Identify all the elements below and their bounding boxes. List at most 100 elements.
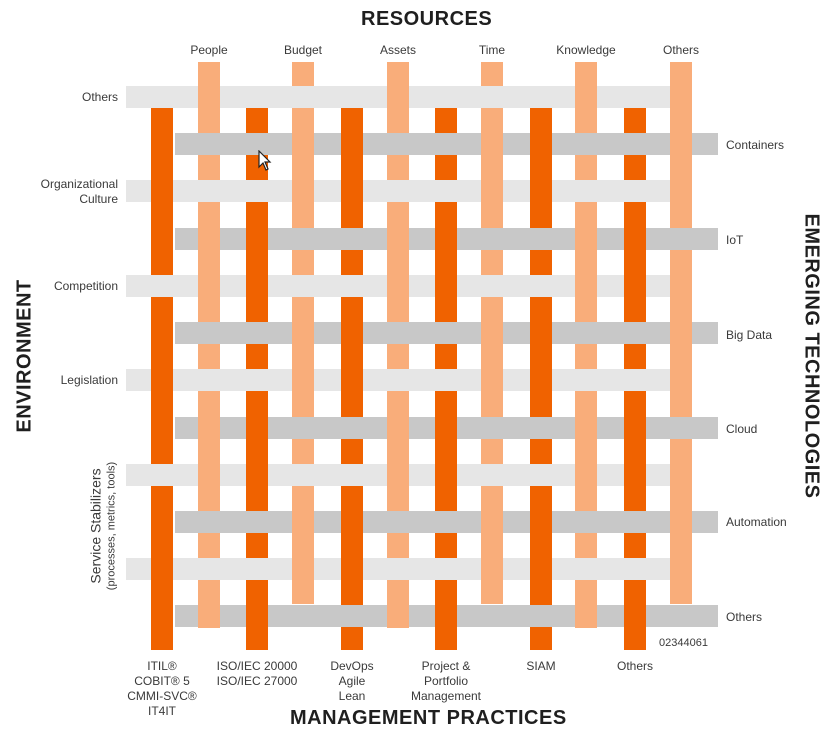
weave-over-practice xyxy=(246,227,268,251)
weave-over-practice xyxy=(151,321,173,345)
weave-over-practice xyxy=(435,463,457,487)
weave-over-practice xyxy=(435,604,457,628)
weave-over-resource xyxy=(670,321,692,345)
management-practices-title: MANAGEMENT PRACTICES xyxy=(290,707,567,729)
tech-label-iot: IoT xyxy=(726,233,744,247)
weave-over-resource xyxy=(387,85,409,109)
mouse-pointer-icon xyxy=(258,150,272,171)
environment-label-competition: Competition xyxy=(53,279,118,293)
practice-label-siam: SIAM xyxy=(526,659,556,673)
weave-over-practice xyxy=(530,132,552,156)
weave-over-practice xyxy=(530,321,552,345)
weave-over-practice xyxy=(624,274,646,298)
weave-over-practice xyxy=(151,132,173,156)
weave-over-practice xyxy=(435,227,457,251)
weave-over-resource xyxy=(292,368,314,392)
practice-label-itil: ITIL® COBIT® 5 CMMI-SVC® IT4IT xyxy=(127,659,197,718)
weave-over-resource xyxy=(387,274,409,298)
weave-over-practice xyxy=(341,132,363,156)
weave-over-practice xyxy=(624,227,646,251)
weave-over-resource xyxy=(481,132,503,156)
tech-label-others: Others xyxy=(726,610,763,624)
weave-over-resource xyxy=(387,604,409,628)
weave-over-resource xyxy=(292,510,314,534)
weave-over-resource xyxy=(292,321,314,345)
weave-over-resource xyxy=(198,416,220,440)
weave-over-practice xyxy=(341,321,363,345)
technology-strip-3 xyxy=(175,322,718,344)
weave-over-practice xyxy=(435,274,457,298)
weave-over-resource xyxy=(481,321,503,345)
service-stabilizers-title: Service Stabilizers xyxy=(87,468,104,584)
practice-label-iso: ISO/IEC 20000 ISO/IEC 27000 xyxy=(216,659,298,688)
environment-strip-4 xyxy=(126,369,670,391)
weave-over-resource xyxy=(292,132,314,156)
service-stabilizers-subtitle: (processes, metrics, tools) xyxy=(105,461,118,591)
weave-over-practice xyxy=(246,274,268,298)
weave-over-resource xyxy=(670,179,692,203)
resource-label-assets: Assets xyxy=(379,43,417,57)
weave-over-resource xyxy=(670,557,692,581)
resource-label-others: Others xyxy=(662,43,700,57)
weave-over-resource xyxy=(481,179,503,203)
weave-over-resource xyxy=(198,463,220,487)
practice-label-project-portfolio: Project & Portfolio Management xyxy=(410,659,482,703)
weave-over-practice xyxy=(151,510,173,534)
weave-over-resource xyxy=(198,227,220,251)
weave-over-resource xyxy=(575,416,597,440)
weave-over-practice xyxy=(435,416,457,440)
weave-over-resource xyxy=(198,604,220,628)
practice-label-others: Others xyxy=(616,659,654,673)
tech-label-containers: Containers xyxy=(726,138,785,152)
weave-over-practice xyxy=(151,557,173,581)
weave-over-practice xyxy=(341,368,363,392)
weave-over-practice xyxy=(530,368,552,392)
technology-strip-1 xyxy=(175,133,718,155)
weave-over-resource xyxy=(481,557,503,581)
weave-over-resource xyxy=(387,463,409,487)
weave-over-practice xyxy=(341,557,363,581)
environment-label-organizational-culture: Organizational Culture xyxy=(40,177,118,206)
weave-over-resource xyxy=(670,510,692,534)
resources-title: RESOURCES xyxy=(361,8,493,30)
weave-over-practice xyxy=(530,557,552,581)
weave-over-practice xyxy=(246,416,268,440)
weave-over-resource xyxy=(387,227,409,251)
weave-over-practice xyxy=(246,604,268,628)
practice-label-devops: DevOps Agile Lean xyxy=(330,659,374,703)
tech-label-automation: Automation xyxy=(726,515,787,529)
weave-over-practice xyxy=(246,463,268,487)
resource-label-time: Time xyxy=(478,43,506,57)
weave-over-resource xyxy=(198,85,220,109)
weave-over-practice xyxy=(624,463,646,487)
weave-over-resource xyxy=(292,557,314,581)
weave-over-resource xyxy=(575,85,597,109)
resource-label-budget: Budget xyxy=(283,43,323,57)
weave-over-practice xyxy=(530,510,552,534)
resource-label-knowledge: Knowledge xyxy=(556,43,616,57)
figure-id: 02344061 xyxy=(659,637,708,649)
weave-over-resource xyxy=(198,274,220,298)
weave-over-resource xyxy=(670,132,692,156)
tech-label-cloud: Cloud xyxy=(726,422,758,436)
service-stabilizers-label: Service Stabilizers (processes, metrics,… xyxy=(88,462,119,590)
weave-over-resource xyxy=(575,274,597,298)
weave-over-resource xyxy=(575,227,597,251)
weave-over-practice xyxy=(530,179,552,203)
weave-over-resource xyxy=(481,368,503,392)
weave-over-practice xyxy=(624,604,646,628)
tech-label-big-data: Big Data xyxy=(726,328,773,342)
weave-over-resource xyxy=(481,510,503,534)
technology-strip-5 xyxy=(175,511,718,533)
weave-over-resource xyxy=(292,179,314,203)
environment-strip-2 xyxy=(126,180,670,202)
weave-over-practice xyxy=(341,179,363,203)
environment-label-others: Others xyxy=(81,90,118,104)
resource-label-people: People xyxy=(190,43,228,57)
environment-label-legislation: Legislation xyxy=(60,373,118,387)
weave-over-practice xyxy=(341,510,363,534)
weave-over-resource xyxy=(387,416,409,440)
environment-strip-6 xyxy=(126,558,670,580)
weave-over-practice xyxy=(151,368,173,392)
